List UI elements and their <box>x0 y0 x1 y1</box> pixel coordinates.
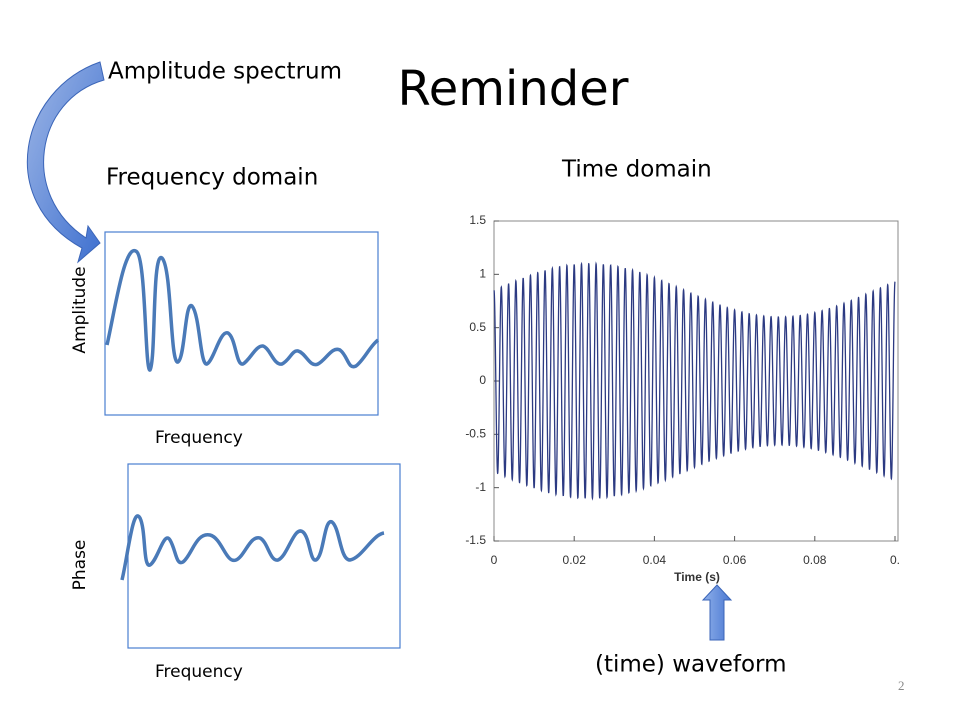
label: Time domain <box>561 157 712 183</box>
x-tick-label: 0.02 <box>563 553 587 567</box>
x-tick-label: 0.06 <box>723 553 747 567</box>
y-tick-label: 1 <box>479 267 486 281</box>
axis-label: Amplitude <box>70 266 90 353</box>
y-tick-label: 0 <box>479 373 486 387</box>
axis-label: Frequency <box>155 428 243 448</box>
y-tick-label: -1.5 <box>465 533 486 547</box>
y-tick-label: 1.5 <box>469 213 486 227</box>
spectrum-curve <box>105 248 380 372</box>
waveform <box>493 261 896 501</box>
up-arrow <box>701 584 733 641</box>
phase-curve <box>120 514 385 581</box>
x-tick-label: 0.04 <box>643 553 667 567</box>
label: Frequency domain <box>106 165 318 191</box>
x-tick-label: 0.08 <box>803 553 827 567</box>
plot-frame <box>104 231 379 416</box>
slide-title: Reminder <box>398 61 629 117</box>
x-tick-label: 0 <box>491 553 498 567</box>
x-tick-label: 0. <box>890 553 900 567</box>
axis-label: Time (s) <box>674 570 720 584</box>
y-tick-label: -1 <box>475 480 486 494</box>
curved-arrow <box>26 61 105 264</box>
page-number: 2 <box>898 678 905 693</box>
axis-label: Phase <box>70 540 90 591</box>
time-plot: 1.5 1 0.5 0 -0.5 -1 -1.5 0 0.02 0.04 0.06 0.08 0. <box>465 213 900 567</box>
y-tick-label: 0.5 <box>469 320 486 334</box>
y-tick-label: -0.5 <box>465 427 486 441</box>
label: Amplitude spectrum <box>108 59 342 85</box>
axis-label: Frequency <box>155 662 243 682</box>
caption: (time) waveform <box>595 652 787 678</box>
